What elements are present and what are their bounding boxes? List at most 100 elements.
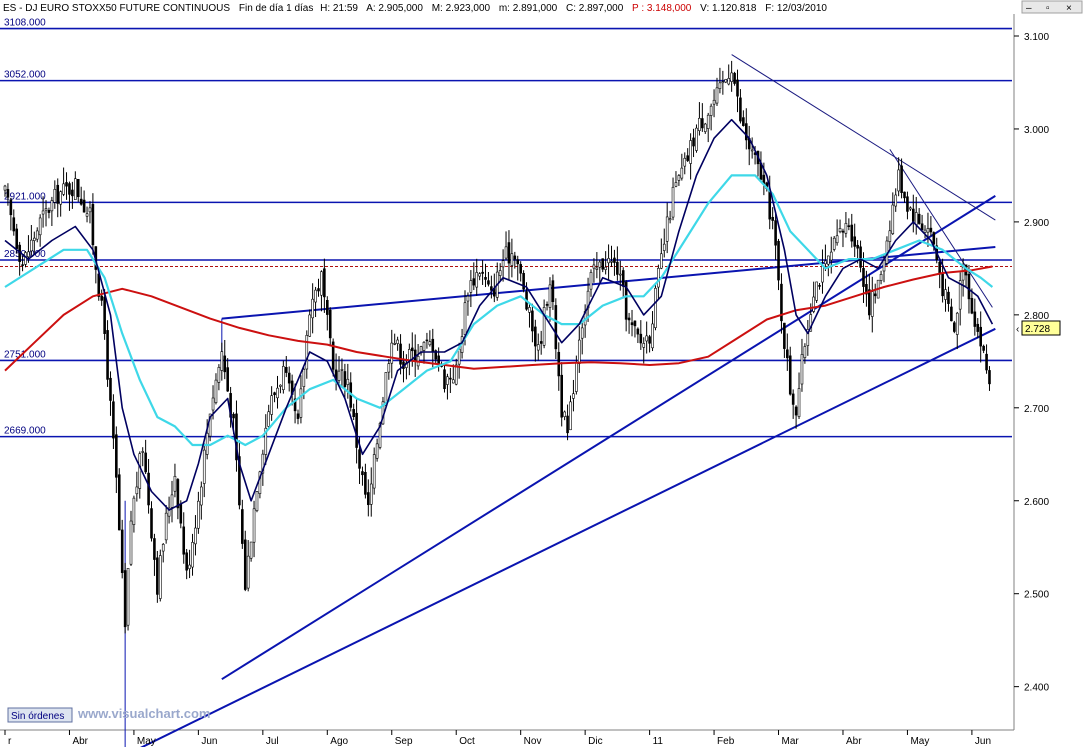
candle-body (197, 500, 200, 529)
candle-body (812, 296, 815, 312)
candle-body (109, 377, 112, 401)
candle-body (191, 542, 194, 568)
candle-body (156, 557, 159, 595)
candle-body (372, 454, 376, 489)
candle-body (355, 412, 358, 448)
candle-body (135, 486, 139, 495)
candle-body (522, 272, 525, 290)
x-tick-label: Nov (524, 736, 542, 747)
minimize-icon[interactable]: – (1026, 3, 1032, 14)
candle-body (337, 370, 341, 381)
candle-body (914, 212, 918, 225)
x-tick-label: r (8, 736, 12, 747)
candle-body (601, 258, 605, 270)
candle-body (923, 229, 927, 233)
candle-body (328, 309, 332, 339)
candle-body (410, 347, 414, 352)
candle-body (457, 348, 461, 365)
candle-body (542, 307, 546, 346)
candle-body (645, 335, 648, 342)
candle-body (642, 343, 646, 348)
candle-body (701, 118, 704, 129)
y-tick-label: 2.400 (1024, 683, 1049, 694)
candle-body (944, 289, 947, 300)
x-tick-label: Jun (975, 736, 991, 747)
candle-body (273, 392, 276, 396)
y-tick-label: 2.900 (1024, 218, 1049, 229)
window-controls (1021, 0, 1083, 14)
header-volume: V: 1.120.818 (700, 3, 757, 14)
candle-body (132, 497, 136, 525)
candle-body (715, 87, 719, 104)
candle-body (91, 204, 95, 246)
candle-body (59, 191, 62, 205)
candle-body (692, 137, 695, 147)
header-bar (0, 0, 1014, 14)
candle-body (153, 538, 156, 560)
candle-body (548, 284, 552, 308)
candle-body (454, 364, 458, 385)
candle-body (103, 296, 106, 334)
candle-body (79, 198, 83, 205)
candle-body (47, 210, 51, 213)
candle-body (481, 271, 484, 274)
candle-body (847, 225, 851, 227)
candle-body (882, 260, 886, 272)
candle-body (88, 207, 92, 213)
maximize-icon[interactable]: ▫ (1046, 3, 1050, 14)
candle-body (633, 320, 637, 327)
candle-body (446, 376, 449, 385)
candle-body (449, 377, 452, 380)
candle-body (589, 272, 593, 290)
candle-body (38, 217, 42, 236)
candle-body (76, 178, 80, 198)
candle-body (856, 244, 859, 249)
candle-body (194, 527, 197, 545)
candle-body (466, 295, 470, 302)
candle-body (739, 97, 742, 122)
x-tick-label: Mar (782, 736, 800, 747)
candle-body (554, 305, 558, 350)
candle-body (821, 264, 824, 283)
candle-body (393, 343, 396, 345)
header-close: C: 2.897,000 (566, 3, 624, 14)
candle-body (320, 271, 323, 296)
candle-body (170, 494, 174, 508)
candle-body (721, 81, 725, 84)
candle-body (68, 183, 71, 195)
candle-body (185, 552, 188, 571)
y-tick-label: 2.700 (1024, 404, 1049, 415)
candle-body (888, 230, 892, 242)
candle-body (709, 105, 713, 116)
candle-body (384, 372, 388, 406)
level-label: 2751.000 (4, 349, 46, 360)
candle-body (463, 302, 467, 335)
x-tick-label: Jun (201, 736, 217, 747)
candle-body (648, 336, 651, 344)
candle-body (566, 415, 569, 434)
candle-body (50, 200, 54, 212)
candle-body (117, 474, 121, 531)
x-tick-label: Abr (72, 736, 88, 747)
candle-body (6, 189, 10, 198)
close-icon[interactable]: × (1066, 3, 1072, 14)
orders-button[interactable] (7, 707, 73, 723)
candle-body (378, 423, 382, 448)
candle-body (487, 280, 490, 285)
candle-body (569, 401, 572, 431)
candle-body (475, 272, 479, 288)
candle-body (9, 199, 13, 216)
x-tick-label: May (137, 736, 156, 747)
candle-body (850, 224, 854, 242)
candle-body (829, 251, 833, 261)
candle-body (657, 268, 660, 288)
candle-body (832, 237, 836, 250)
candle-body (331, 341, 335, 370)
candle-body (396, 339, 399, 344)
candle-body (258, 471, 262, 494)
candle-body (115, 434, 118, 478)
candle-body (507, 242, 511, 264)
candle-body (695, 127, 698, 151)
candle-body (598, 261, 602, 268)
